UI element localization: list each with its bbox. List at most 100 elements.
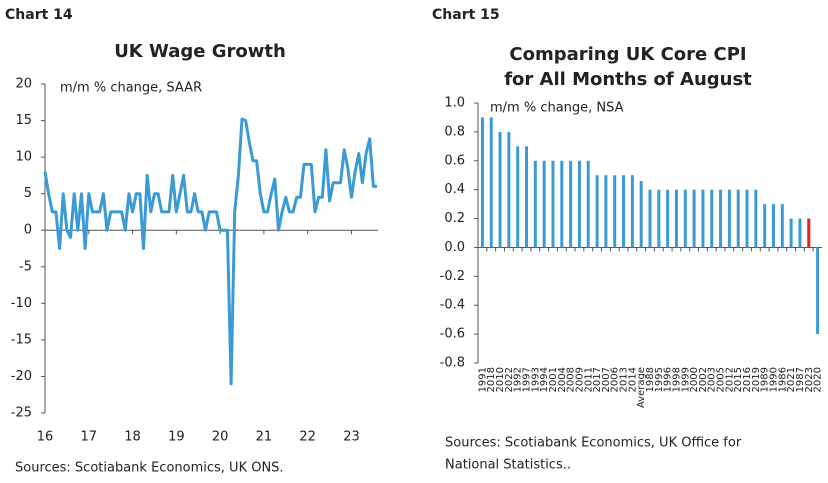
subtitle: m/m % change, SAAR — [60, 81, 202, 96]
y-tick-label: -0.8 — [440, 356, 465, 371]
x-tick-label: 1991 — [477, 367, 488, 392]
x-tick-label: 1987 — [795, 367, 806, 392]
y-tick-label: 5 — [24, 186, 32, 201]
x-tick-label: 2001 — [548, 367, 559, 392]
bar — [657, 189, 661, 248]
bar — [701, 189, 705, 248]
chart-title: Comparing UK Core CPI — [509, 44, 746, 65]
bar — [577, 160, 581, 248]
y-tick-label: -15 — [11, 332, 32, 347]
bar — [692, 189, 696, 248]
y-tick-label: -20 — [11, 369, 32, 384]
y-tick-label: -0.4 — [440, 298, 465, 313]
subtitle: m/m % change, NSA — [490, 101, 624, 116]
x-tick-label: 2014 — [627, 367, 638, 392]
y-tick-label: 0.4 — [444, 182, 465, 197]
x-tick-label: 2017 — [592, 367, 603, 392]
x-tick-label: 2011 — [583, 367, 594, 392]
bar — [551, 160, 555, 248]
bar — [754, 189, 758, 248]
bar — [763, 204, 767, 248]
y-tick-label: 0.0 — [444, 240, 465, 255]
y-tick-label: -5 — [19, 259, 32, 274]
bar — [595, 175, 599, 248]
chart-title: UK Wage Growth — [114, 41, 286, 62]
source: Sources: Scotiabank Economics, UK Office… — [445, 436, 742, 451]
bar — [525, 146, 529, 248]
x-tick-label: 16 — [37, 430, 54, 445]
bar — [666, 189, 670, 248]
x-tick-label: 19 — [168, 430, 185, 445]
bar — [674, 189, 678, 248]
x-tick-label: 2019 — [751, 367, 762, 392]
y-tick-label: 0.6 — [444, 153, 465, 168]
x-tick-label: 2022 — [504, 367, 515, 392]
y-tick-label: -0.6 — [440, 327, 465, 342]
y-tick-label: 20 — [15, 77, 32, 92]
x-tick-label: 23 — [343, 430, 360, 445]
bar — [613, 175, 617, 248]
x-tick-label: 2003 — [707, 367, 718, 392]
x-tick-label: 17 — [81, 430, 98, 445]
bar — [683, 189, 687, 248]
y-tick-label: 0.2 — [444, 211, 465, 226]
y-tick-label: 1.0 — [444, 96, 465, 111]
x-tick-label: Average — [636, 367, 647, 408]
x-tick-label: 2008 — [566, 367, 577, 392]
bar — [789, 218, 793, 248]
x-tick-label: 2018 — [486, 367, 497, 392]
chart-label: Chart 14 — [5, 7, 73, 23]
bar — [516, 146, 520, 248]
x-tick-label: 2007 — [601, 367, 612, 392]
x-tick-label: 20 — [212, 430, 229, 445]
x-tick-label: 22 — [299, 430, 316, 445]
bar — [498, 131, 502, 248]
bar — [639, 181, 643, 248]
x-tick-label: 2016 — [742, 367, 753, 392]
x-tick-label: 2006 — [610, 367, 621, 392]
bar — [507, 131, 511, 248]
bar — [736, 189, 740, 248]
y-tick-label: -10 — [11, 296, 32, 311]
x-tick-label: 1986 — [777, 367, 788, 392]
x-tick-label: 2012 — [724, 367, 735, 392]
bar — [648, 189, 652, 248]
x-tick-label: 2015 — [733, 367, 744, 392]
chart-label: Chart 15 — [432, 7, 500, 23]
y-tick-label: -25 — [11, 406, 32, 421]
chart-title: for All Months of August — [504, 69, 752, 90]
x-tick-label: 2021 — [786, 367, 797, 392]
x-tick-label: 1999 — [680, 367, 691, 392]
x-tick-label: 2000 — [689, 367, 700, 392]
x-tick-label: 2013 — [619, 367, 630, 392]
y-tick-label: 0 — [24, 223, 32, 238]
x-tick-label: 1997 — [522, 367, 533, 392]
bar — [710, 189, 714, 248]
bar — [771, 204, 775, 248]
y-tick-label: 10 — [15, 150, 32, 165]
bar — [586, 160, 590, 248]
x-tick-label: 1990 — [768, 367, 779, 392]
x-tick-label: 2020 — [813, 367, 824, 392]
x-tick-label: 1988 — [645, 367, 656, 392]
y-tick-label: 0.8 — [444, 124, 465, 139]
bar — [622, 175, 626, 248]
bar — [630, 175, 634, 248]
bar — [816, 247, 820, 335]
x-tick-label: 18 — [124, 430, 141, 445]
x-tick-label: 2005 — [716, 367, 727, 392]
bar — [569, 160, 573, 248]
bar — [480, 117, 484, 248]
x-tick-label: 2002 — [698, 367, 709, 392]
bar — [489, 117, 493, 248]
bar — [533, 160, 537, 248]
x-tick-label: 21 — [256, 430, 273, 445]
x-tick-label: 1998 — [671, 367, 682, 392]
source: National Statistics.. — [445, 458, 571, 473]
bar — [745, 189, 749, 248]
x-tick-label: 1995 — [654, 367, 665, 392]
x-tick-label: 1993 — [530, 367, 541, 392]
bar — [780, 204, 784, 248]
y-tick-label: -0.2 — [440, 269, 465, 284]
